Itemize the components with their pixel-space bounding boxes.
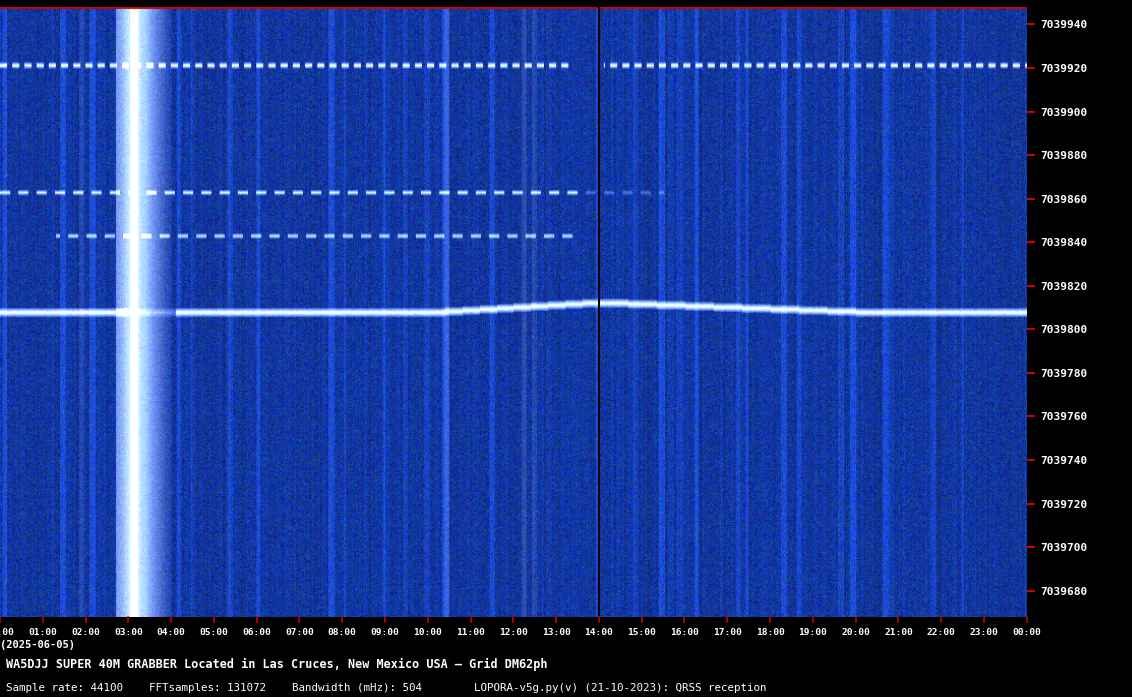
Text: 15:00: 15:00 <box>627 629 657 638</box>
Text: 04:00: 04:00 <box>156 629 186 638</box>
Text: 02:00: 02:00 <box>71 629 100 638</box>
Text: 11:00: 11:00 <box>456 629 484 638</box>
Text: 00:00: 00:00 <box>1012 629 1041 638</box>
Text: 07:00: 07:00 <box>285 629 314 638</box>
Text: 17:00: 17:00 <box>713 629 741 638</box>
Text: 13:00: 13:00 <box>542 629 571 638</box>
Text: 20:00: 20:00 <box>841 629 871 638</box>
Text: 10:00: 10:00 <box>413 629 443 638</box>
Text: 16:00: 16:00 <box>670 629 698 638</box>
Text: 18:00: 18:00 <box>756 629 784 638</box>
Text: Sample rate: 44100    FFTsamples: 131072    Bandwidth (mHz): 504        LOPORA-v: Sample rate: 44100 FFTsamples: 131072 Ba… <box>6 683 766 694</box>
Text: (2025-06-05): (2025-06-05) <box>0 641 75 650</box>
Text: 14:00: 14:00 <box>584 629 614 638</box>
Text: 08:00: 08:00 <box>328 629 357 638</box>
Text: 06:00: 06:00 <box>242 629 271 638</box>
Text: 03:00: 03:00 <box>114 629 143 638</box>
Text: 01:00: 01:00 <box>28 629 57 638</box>
Text: 09:00: 09:00 <box>370 629 400 638</box>
Text: WA5DJJ SUPER 40M GRABBER Located in Las Cruces, New Mexico USA – Grid DM62ph: WA5DJJ SUPER 40M GRABBER Located in Las … <box>6 657 547 671</box>
Text: 00:00: 00:00 <box>0 629 15 638</box>
Text: 21:00: 21:00 <box>884 629 912 638</box>
Text: 05:00: 05:00 <box>199 629 229 638</box>
Text: 12:00: 12:00 <box>499 629 528 638</box>
Text: 19:00: 19:00 <box>798 629 827 638</box>
Text: 22:00: 22:00 <box>927 629 955 638</box>
Text: 23:00: 23:00 <box>970 629 998 638</box>
